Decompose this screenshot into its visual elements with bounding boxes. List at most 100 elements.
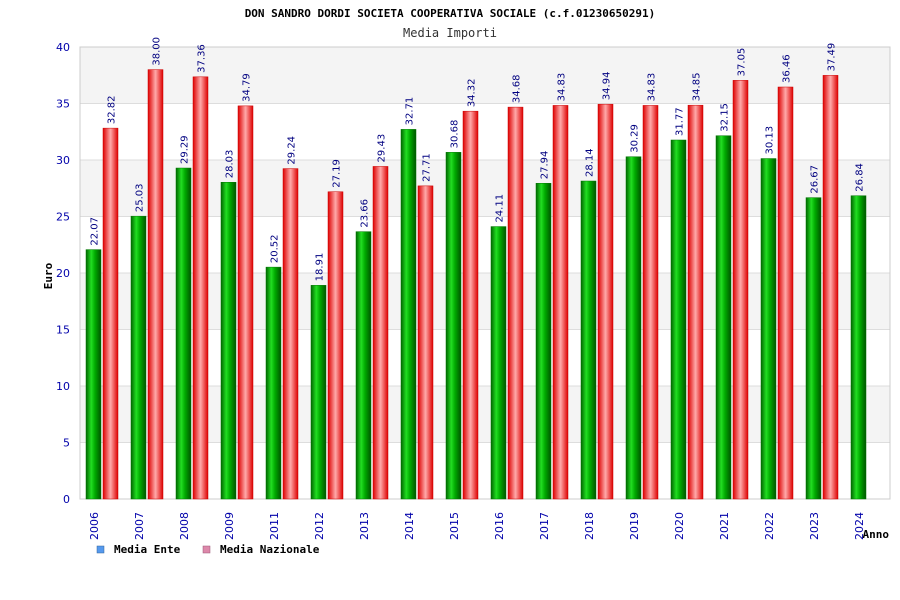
bar-media-ente — [625, 156, 642, 500]
plot-area-frame — [79, 46, 891, 500]
x-tick-label: 2023 — [808, 512, 821, 540]
data-label: 37.49 — [827, 43, 838, 72]
bar-media-nazionale — [777, 86, 794, 500]
y-tick-label: 20 — [56, 267, 70, 280]
legend-label-media-nazionale: Media Nazionale — [220, 543, 320, 556]
x-axis-ticks: 2006 2007 2008 2009 2011 2012 2013 2014 2015 2016… — [88, 512, 866, 540]
data-label: 18.91 — [315, 253, 326, 282]
data-label: 26.84 — [855, 163, 866, 192]
bar-media-ente — [490, 226, 507, 500]
bar-media-ente — [445, 152, 462, 500]
bars — [85, 69, 867, 500]
data-label: 38.00 — [152, 37, 163, 66]
bar-media-ente — [535, 183, 552, 500]
data-label: 34.79 — [242, 73, 253, 102]
legend-label-media-ente: Media Ente — [114, 543, 181, 556]
data-label: 34.68 — [512, 74, 523, 103]
data-label: 32.15 — [720, 103, 731, 132]
y-tick-label: 30 — [56, 154, 70, 167]
chart-title: DON SANDRO DORDI SOCIETA COOPERATIVA SOC… — [245, 7, 656, 20]
plot-band — [80, 386, 890, 443]
data-label: 28.03 — [225, 150, 236, 179]
bar-media-ente — [220, 182, 237, 500]
bar-media-ente — [310, 285, 327, 500]
y-axis-label: Euro — [42, 262, 55, 289]
data-label: 25.03 — [135, 184, 146, 213]
y-tick-label: 15 — [56, 324, 70, 337]
x-tick-label: 2014 — [403, 512, 416, 540]
bar-media-nazionale — [282, 168, 299, 500]
data-label: 29.24 — [287, 136, 298, 165]
data-label: 22.07 — [90, 217, 101, 246]
data-label: 37.36 — [197, 44, 208, 73]
bar-media-ente — [760, 158, 777, 500]
x-tick-label: 2011 — [268, 512, 281, 540]
data-label: 27.19 — [332, 159, 343, 188]
x-tick-label: 2017 — [538, 512, 551, 540]
data-label: 30.13 — [765, 126, 776, 155]
plot-band — [80, 47, 890, 104]
bar-media-ente — [400, 129, 417, 500]
bar-media-nazionale — [192, 76, 209, 500]
data-label: 29.29 — [180, 135, 191, 164]
bar-media-ente — [85, 249, 102, 500]
data-label: 34.83 — [557, 73, 568, 102]
x-tick-label: 2007 — [133, 512, 146, 540]
x-tick-label: 2015 — [448, 512, 461, 540]
plot-band — [80, 160, 890, 217]
plot-band — [80, 216, 890, 273]
data-label: 27.71 — [422, 153, 433, 182]
y-tick-label: 40 — [56, 41, 70, 54]
data-labels: 22.07 32.82 25.03 38.00 29.29 37.36 28.03 34.79… — [90, 37, 866, 281]
bar-media-nazionale — [552, 105, 569, 500]
x-tick-label: 2019 — [628, 512, 641, 540]
x-tick-label: 2006 — [88, 512, 101, 540]
x-tick-label: 2022 — [763, 512, 776, 540]
y-tick-label: 5 — [63, 437, 70, 450]
x-tick-label: 2024 — [853, 512, 866, 540]
bar-media-ente — [175, 167, 192, 500]
data-label: 26.67 — [810, 165, 821, 194]
bar-media-nazionale — [237, 105, 254, 500]
y-tick-label: 35 — [56, 98, 70, 111]
data-label: 32.82 — [107, 95, 118, 124]
legend-swatch-media-nazionale — [202, 545, 211, 554]
bar-media-ente — [355, 231, 372, 500]
x-tick-label: 2013 — [358, 512, 371, 540]
y-axis-ticks: 0 5 10 15 20 25 30 35 40 — [56, 41, 70, 506]
x-tick-label: 2021 — [718, 512, 731, 540]
bar-media-nazionale — [732, 80, 749, 500]
x-tick-label: 2020 — [673, 512, 686, 540]
x-tick-label: 2008 — [178, 512, 191, 540]
bar-media-nazionale — [417, 185, 434, 500]
data-label: 32.71 — [405, 97, 416, 126]
data-label: 36.46 — [782, 54, 793, 83]
bar-media-nazionale — [462, 110, 479, 500]
bar-media-nazionale — [147, 69, 164, 500]
plot-background — [80, 47, 890, 499]
legend-swatch-media-ente — [96, 545, 105, 554]
data-label: 37.05 — [737, 48, 748, 77]
bar-media-ente — [715, 135, 732, 500]
y-tick-label: 25 — [56, 211, 70, 224]
x-tick-label: 2016 — [493, 512, 506, 540]
plot-band — [80, 329, 890, 386]
bar-media-nazionale — [507, 106, 524, 500]
bar-media-ente — [850, 195, 867, 500]
bar-media-nazionale — [822, 75, 839, 500]
data-label: 34.85 — [692, 73, 703, 102]
data-label: 34.83 — [647, 73, 658, 102]
data-label: 30.29 — [630, 124, 641, 153]
data-label: 20.52 — [270, 234, 281, 263]
data-label: 28.14 — [585, 148, 596, 177]
bar-media-nazionale — [687, 104, 704, 500]
plot-band — [80, 442, 890, 499]
y-tick-label: 0 — [63, 493, 70, 506]
data-label: 27.94 — [540, 151, 551, 180]
legend: Media Ente Media Nazionale — [96, 543, 320, 556]
bar-media-ente — [265, 266, 282, 500]
bar-media-ente — [130, 215, 147, 500]
plot-band — [80, 273, 890, 330]
y-tick-label: 10 — [56, 380, 70, 393]
